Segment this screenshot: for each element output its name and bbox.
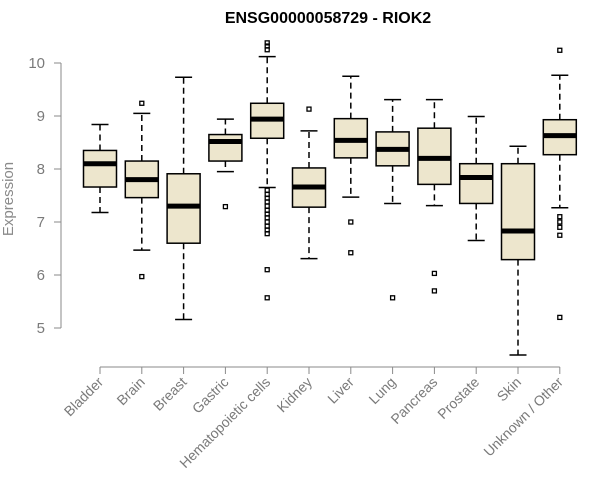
y-tick-label: 8: [37, 161, 45, 178]
box-group: [375, 98, 410, 301]
outlier-point: [139, 273, 145, 280]
chart-title: ENSG00000058729 - RIOK2: [225, 10, 431, 27]
outlier-point: [264, 207, 270, 213]
outlier-point: [557, 314, 563, 321]
outlier-point: [264, 295, 270, 301]
outlier-point: [264, 203, 270, 209]
x-tick-label: Liver: [324, 374, 357, 407]
box-iqr: [458, 162, 494, 205]
box-group: [166, 76, 201, 321]
y-tick-label: 7: [37, 214, 45, 231]
outlier-point: [222, 203, 229, 210]
outlier-point: [264, 191, 270, 198]
box-group: [333, 75, 369, 256]
outlier-point: [348, 250, 354, 256]
outlier-point: [348, 219, 354, 225]
outlier-point: [431, 270, 438, 277]
box-group: [291, 106, 327, 260]
outlier-point: [557, 219, 563, 225]
outlier-point: [557, 47, 563, 53]
x-tick-label: Brain: [113, 374, 147, 408]
x-tick-label: Breast: [150, 374, 190, 414]
box-iqr: [500, 162, 536, 261]
box-group: [249, 40, 285, 301]
box-iqr: [208, 133, 243, 162]
outlier-point: [557, 232, 563, 238]
outlier-point: [431, 288, 438, 294]
box-iqr: [82, 149, 118, 188]
box-group: [500, 145, 536, 356]
box-group: [458, 115, 494, 242]
y-tick-label: 6: [37, 267, 45, 284]
outlier-point: [264, 267, 270, 273]
outlier-point: [264, 219, 270, 225]
y-axis-label: Expression: [0, 162, 17, 236]
outlier-point: [139, 100, 145, 106]
y-tick-label: 9: [37, 108, 45, 125]
outlier-point: [264, 40, 270, 46]
y-tick-label: 5: [37, 320, 45, 337]
outlier-point: [389, 295, 396, 301]
outlier-point: [306, 106, 312, 112]
outlier-point: [264, 187, 270, 193]
y-axis: 5 6 7 8 9 10: [28, 55, 62, 337]
outlier-point: [557, 224, 563, 230]
x-tick-label: Lung: [365, 374, 398, 407]
box-group: [417, 98, 452, 294]
x-tick-label: Bladder: [61, 374, 107, 420]
y-tick-label: 10: [28, 55, 45, 72]
outlier-point: [264, 43, 270, 49]
x-tick-label: Unknown / Other: [480, 374, 566, 460]
outlier-point: [264, 223, 270, 229]
x-tick-label: Kidney: [274, 374, 316, 416]
outlier-point: [557, 214, 563, 220]
box-group: [124, 100, 160, 280]
box-group: [542, 47, 578, 321]
box-group: [208, 118, 243, 210]
box-group: [82, 123, 118, 214]
x-tick-label: Skin: [494, 374, 525, 405]
x-tick-label: Prostate: [434, 374, 482, 422]
plot-area: [82, 40, 578, 356]
